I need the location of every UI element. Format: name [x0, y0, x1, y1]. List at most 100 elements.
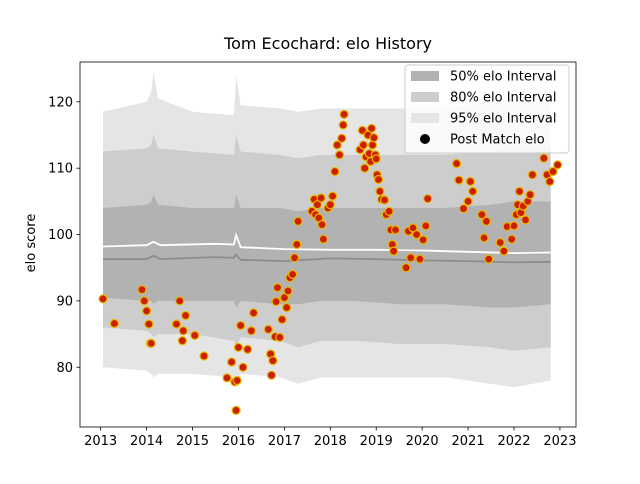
- post-match-elo-point: [389, 246, 399, 256]
- post-match-elo-point: [328, 191, 338, 201]
- post-match-elo-point: [358, 140, 368, 150]
- post-match-elo-point: [367, 140, 378, 150]
- post-match-elo-point: [484, 254, 494, 264]
- post-match-elo-point: [268, 356, 278, 366]
- y-axis-label: elo score: [24, 214, 39, 273]
- post-match-elo-point: [458, 204, 469, 214]
- x-tick-label: 2015: [176, 434, 209, 449]
- band-50-interval: [103, 194, 551, 308]
- post-match-elo-point: [360, 163, 370, 173]
- post-match-elo-point: [337, 133, 347, 143]
- axes-frame: [79, 61, 577, 428]
- post-match-elo-point: [246, 326, 256, 336]
- post-match-elo-point: [238, 362, 248, 372]
- legend-swatch: [411, 71, 439, 81]
- post-match-elo-point: [415, 254, 425, 264]
- post-match-elo-point: [275, 332, 285, 342]
- x-tick-label: 2023: [543, 434, 576, 449]
- post-match-elo-point: [233, 342, 243, 352]
- post-match-elo-point: [271, 297, 281, 307]
- legend-swatch: [411, 113, 439, 123]
- mean-elo-line: [102, 232, 551, 255]
- y-tick-label: 80: [56, 361, 73, 376]
- post-match-elo-point: [137, 285, 147, 295]
- post-match-elo-point: [332, 140, 342, 150]
- post-match-elo-point: [243, 344, 253, 354]
- post-match-elo-point: [406, 253, 416, 263]
- chart-title: Tom Ecochard: elo History: [223, 34, 432, 53]
- post-match-elo-point: [477, 210, 487, 220]
- post-match-elo-point: [548, 166, 558, 177]
- post-match-elo-point: [421, 221, 431, 231]
- post-match-elo-point: [181, 310, 191, 321]
- median-elo-line: [103, 253, 551, 264]
- post-match-elo-point: [144, 319, 154, 329]
- post-match-elo-point: [390, 225, 401, 235]
- x-tick-label: 2016: [222, 434, 255, 449]
- post-match-elo-point: [499, 246, 509, 256]
- post-match-elo-point: [334, 150, 345, 160]
- axes-layer: 2013 2014 2015 2016 2017 2018 2019 2020 2021 2022…: [48, 61, 577, 449]
- legend-entry: 80% elo Interval: [411, 91, 557, 106]
- y-tick-label: 120: [48, 95, 73, 110]
- x-tick-label: 2013: [84, 434, 117, 449]
- legend: 50% elo Interval 80% elo Interval 95% elo …: [404, 64, 570, 154]
- post-match-elo-point: [171, 319, 181, 329]
- post-match-elo-point: [272, 283, 283, 293]
- post-match-elo-point: [199, 351, 209, 361]
- x-tick-label: 2014: [130, 434, 163, 449]
- post-match-elo-point: [525, 190, 535, 200]
- post-match-elo-point: [384, 206, 394, 216]
- post-match-elo-point: [98, 294, 108, 304]
- post-match-elo-point: [552, 160, 563, 170]
- post-match-elo-point: [495, 237, 505, 248]
- post-match-elo-point: [412, 229, 422, 240]
- post-match-elo-point: [418, 235, 428, 245]
- x-tick-label: 2022: [497, 434, 530, 449]
- y-tick-label: 90: [56, 294, 73, 309]
- post-match-elo-point: [146, 338, 156, 348]
- post-match-elo-point: [109, 318, 120, 329]
- post-match-elo-point: [293, 216, 303, 226]
- post-match-elo-point: [292, 239, 302, 250]
- y-tick-label: 110: [48, 162, 73, 177]
- post-match-elo-point: [266, 370, 277, 380]
- post-match-elo-point: [317, 220, 327, 230]
- post-match-elo-point: [178, 326, 188, 336]
- post-match-elo-point: [481, 216, 491, 226]
- post-match-elo-point: [465, 176, 475, 187]
- post-match-elo-point: [222, 373, 232, 383]
- post-match-elo-point: [175, 296, 185, 306]
- post-match-elo-point: [520, 215, 531, 225]
- post-match-elo-point: [373, 174, 384, 185]
- post-match-elo-point: [283, 286, 293, 296]
- legend-entry: 95% elo Interval: [411, 112, 557, 127]
- post-match-elo-point: [527, 170, 538, 180]
- post-match-elo-point: [231, 405, 241, 415]
- post-match-elo-point: [190, 330, 200, 340]
- x-tick-label: 2017: [268, 434, 301, 449]
- post-match-elo-point: [277, 314, 287, 325]
- post-match-elo-point: [369, 133, 379, 143]
- x-tick-label: 2018: [314, 434, 347, 449]
- x-tick-label: 2019: [360, 434, 393, 449]
- post-match-elo-point: [509, 221, 519, 231]
- legend-label: 80% elo Interval: [450, 91, 557, 106]
- legend-label: 50% elo Interval: [450, 70, 557, 85]
- y-tick-label: 100: [48, 228, 73, 243]
- post-match-elo-point: [463, 196, 473, 206]
- post-match-elo-point: [289, 253, 300, 263]
- legend-label: 95% elo Interval: [450, 112, 557, 127]
- post-match-elo-point: [454, 175, 464, 185]
- post-match-elo-point: [177, 336, 187, 346]
- post-match-elo-point: [468, 186, 478, 196]
- x-tick-label: 2020: [406, 434, 439, 449]
- post-match-elo-point: [249, 308, 259, 318]
- legend-label: Post Match elo: [450, 133, 545, 148]
- post-match-elo-point: [452, 158, 462, 169]
- post-match-elo-point: [139, 296, 149, 306]
- post-match-elo-point: [330, 166, 340, 177]
- post-match-elo-point: [316, 193, 326, 203]
- post-match-elo-point: [539, 153, 549, 163]
